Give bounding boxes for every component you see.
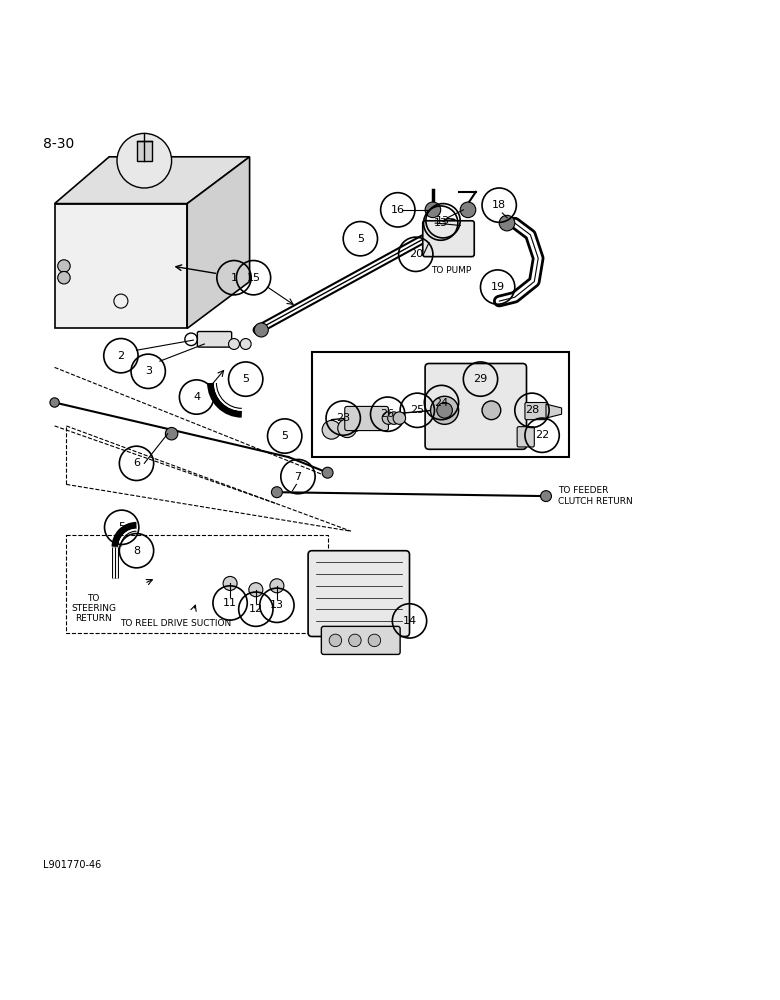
Text: 3: 3 xyxy=(145,366,151,376)
Circle shape xyxy=(58,260,70,272)
Text: 7: 7 xyxy=(294,472,302,482)
Text: 16: 16 xyxy=(391,205,405,215)
FancyBboxPatch shape xyxy=(525,402,548,420)
Text: 15: 15 xyxy=(246,273,261,283)
Circle shape xyxy=(249,583,263,597)
Circle shape xyxy=(382,412,395,424)
Circle shape xyxy=(431,396,459,424)
Text: TO
STEERING
RETURN: TO STEERING RETURN xyxy=(71,594,116,623)
Text: 18: 18 xyxy=(492,200,506,210)
Circle shape xyxy=(240,339,251,349)
Circle shape xyxy=(425,202,441,218)
Circle shape xyxy=(322,420,341,439)
Text: 26: 26 xyxy=(381,409,395,419)
Text: 8: 8 xyxy=(133,546,140,556)
Circle shape xyxy=(117,133,172,188)
Text: 12: 12 xyxy=(249,604,263,614)
Text: 8-30: 8-30 xyxy=(43,137,74,151)
Circle shape xyxy=(329,634,342,647)
Circle shape xyxy=(482,401,501,420)
Circle shape xyxy=(437,403,452,418)
Circle shape xyxy=(322,467,333,478)
Text: 28: 28 xyxy=(525,405,539,415)
Circle shape xyxy=(254,323,268,337)
FancyBboxPatch shape xyxy=(345,406,388,431)
Text: 13: 13 xyxy=(434,218,448,228)
Polygon shape xyxy=(55,157,250,204)
FancyBboxPatch shape xyxy=(308,551,410,637)
Circle shape xyxy=(353,409,372,427)
Circle shape xyxy=(460,202,476,218)
FancyBboxPatch shape xyxy=(425,364,526,449)
Polygon shape xyxy=(546,404,562,418)
Circle shape xyxy=(58,271,70,284)
Polygon shape xyxy=(55,204,187,328)
Circle shape xyxy=(271,487,282,498)
Text: 23: 23 xyxy=(336,413,350,423)
Text: 5: 5 xyxy=(243,374,249,384)
Circle shape xyxy=(541,491,551,502)
FancyBboxPatch shape xyxy=(321,626,400,654)
Text: 2: 2 xyxy=(117,351,125,361)
Circle shape xyxy=(499,215,515,231)
Circle shape xyxy=(368,634,381,647)
Text: TO REEL DRIVE SUCTION: TO REEL DRIVE SUCTION xyxy=(120,619,231,628)
Text: 1: 1 xyxy=(231,273,237,283)
FancyBboxPatch shape xyxy=(517,427,534,447)
Text: 11: 11 xyxy=(223,598,237,608)
Text: 25: 25 xyxy=(410,405,424,415)
Circle shape xyxy=(346,413,364,431)
Circle shape xyxy=(165,427,178,440)
Text: 13: 13 xyxy=(270,600,284,610)
Text: L901770-46: L901770-46 xyxy=(43,860,101,870)
Text: 13: 13 xyxy=(436,216,450,226)
Text: 22: 22 xyxy=(535,430,549,440)
Text: 29: 29 xyxy=(473,374,488,384)
Circle shape xyxy=(229,339,239,349)
Text: 4: 4 xyxy=(193,392,200,402)
Circle shape xyxy=(338,419,356,438)
Text: 20: 20 xyxy=(409,249,423,259)
Circle shape xyxy=(388,412,400,424)
Circle shape xyxy=(441,218,456,232)
Text: 19: 19 xyxy=(491,282,505,292)
Text: TO PUMP: TO PUMP xyxy=(431,266,472,275)
FancyBboxPatch shape xyxy=(197,332,232,347)
Text: 24: 24 xyxy=(434,397,448,408)
Circle shape xyxy=(349,634,361,647)
FancyBboxPatch shape xyxy=(423,221,474,257)
Text: 14: 14 xyxy=(402,616,417,626)
Polygon shape xyxy=(136,141,152,161)
Circle shape xyxy=(50,398,59,407)
Text: 5: 5 xyxy=(119,522,125,532)
FancyBboxPatch shape xyxy=(312,352,569,457)
Circle shape xyxy=(270,579,284,593)
Polygon shape xyxy=(187,157,250,328)
Text: 6: 6 xyxy=(133,458,140,468)
Text: TO FEEDER
CLUTCH RETURN: TO FEEDER CLUTCH RETURN xyxy=(558,486,633,506)
Text: 5: 5 xyxy=(357,234,363,244)
Circle shape xyxy=(223,576,237,590)
Circle shape xyxy=(393,412,406,424)
Text: 5: 5 xyxy=(282,431,288,441)
